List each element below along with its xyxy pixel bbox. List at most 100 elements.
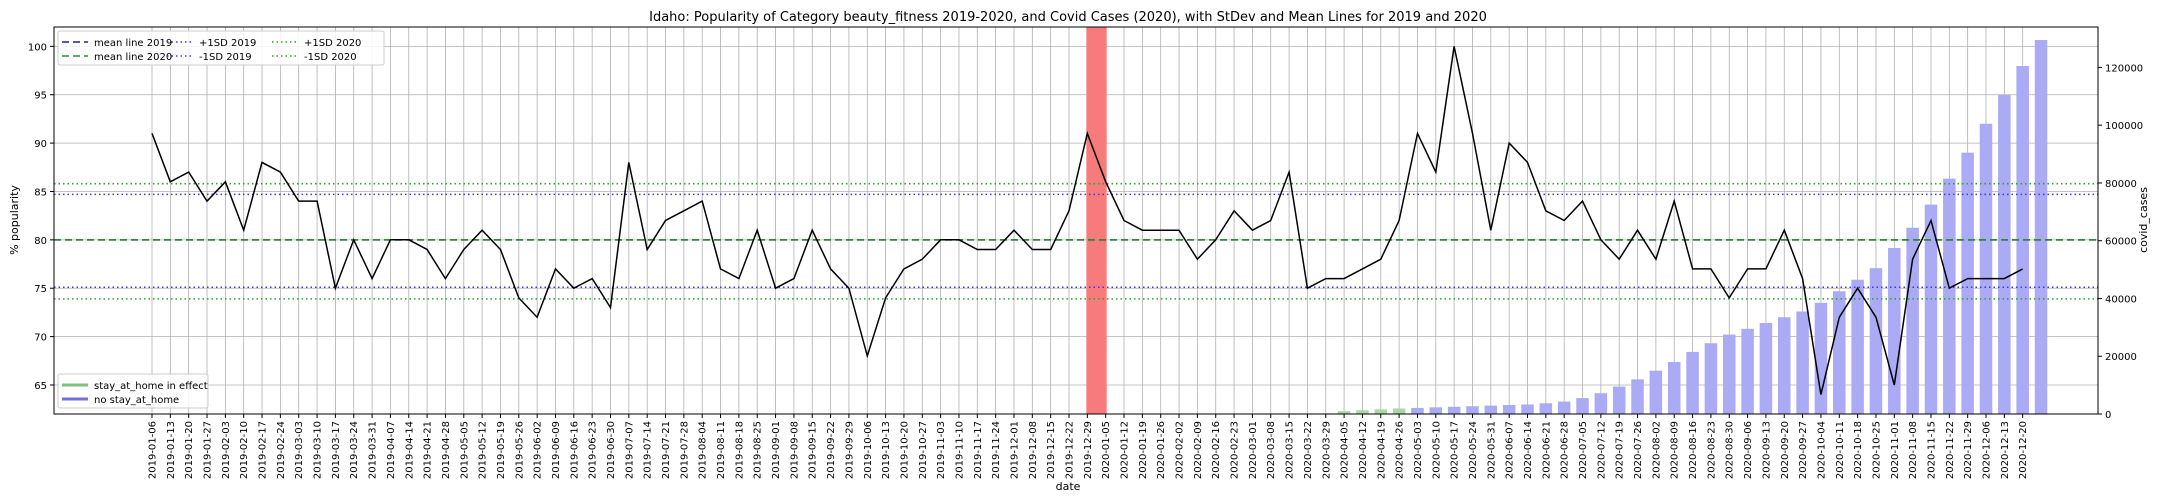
covid-bar [1356,410,1369,414]
covid-bar [1374,409,1388,414]
legend-lines: mean line 2019 mean line 2020 +1SD 2019 -1S… [57,30,385,66]
x-tick-label: 2020-08-02 [1651,421,1662,479]
x-tick-label: 2020-09-27 [1798,421,1809,479]
left-tick-label: 95 [34,91,47,102]
x-tick-label: 2019-09-15 [808,421,819,479]
x-tick-label: 2019-07-07 [624,421,635,479]
covid-bar [1759,323,1773,414]
covid-bar [1539,403,1553,414]
x-tick-label: 2019-02-10 [239,421,250,479]
x-tick-label: 2019-11-03 [936,421,947,479]
x-tick-label: 2019-01-27 [203,421,214,479]
x-tick-label: 2020-09-13 [1761,421,1772,479]
x-tick-label: 2020-04-05 [1340,421,1351,479]
x-tick-label: 2020-07-26 [1633,421,1644,479]
x-tick-label: 2019-06-02 [533,421,544,479]
covid-bar [1484,405,1498,414]
x-tick-label: 2020-01-12 [1120,421,1131,479]
covid-bar [1667,362,1681,414]
y-right-axis-label: covid_cases [2137,187,2150,253]
x-tick-label: 2019-11-10 [955,421,966,479]
x-tick-label: 2020-10-25 [1872,421,1883,479]
x-tick-label: 2019-09-01 [771,421,782,479]
x-tick-label: 2020-01-05 [1101,421,1112,479]
x-tick-label: 2019-10-20 [899,421,910,479]
covid-bar [1612,386,1626,414]
x-tick-label: 2020-03-08 [1266,421,1277,479]
highlight-band [1086,27,1107,414]
x-tick-label: 2019-11-17 [973,421,984,479]
covid-bar [2034,39,2048,414]
x-tick-label: 2019-10-27 [918,421,929,479]
covid-bar [1466,406,1479,414]
x-tick-label: 2020-05-03 [1413,421,1424,479]
x-tick-label: 2019-08-11 [716,421,727,479]
popularity-line-layer [151,46,2024,395]
x-tick-label: 2019-09-08 [789,421,800,479]
covid-bar [1337,411,1351,414]
x-tick-label: 2020-06-14 [1523,421,1534,479]
covid-bar [1649,370,1663,414]
x-tick-label: 2020-11-01 [1890,421,1901,479]
legend-box [57,373,209,409]
x-tick-label: 2020-07-19 [1615,421,1626,479]
right-axis: 0 20000 40000 60000 80000 100000 120000 [2098,63,2143,421]
covid-bars [1319,39,2048,415]
x-tick-label: 2020-04-19 [1376,421,1387,479]
x-tick-label: 2020-12-06 [1982,421,1993,479]
x-tick-label: 2020-10-04 [1816,421,1827,479]
covid-bar [1392,408,1406,414]
x-tick-label: 2019-03-03 [294,421,305,479]
x-tick-label: 2020-03-22 [1303,421,1314,479]
grid-layer [54,27,2098,414]
covid-bar [1979,123,1993,414]
covid-bar [1796,311,1809,414]
x-tick-label: 2020-04-12 [1358,421,1369,479]
left-tick-label: 90 [34,139,47,150]
legend-line-label: +1SD 2020 [304,38,361,49]
x-tick-label: 2019-05-12 [478,421,489,479]
x-tick-label: 2019-04-14 [404,421,415,479]
x-tick-label: 2020-11-15 [1927,421,1938,479]
covid-bar [1924,204,1938,414]
x-tick-label: 2019-08-04 [698,421,709,479]
right-tick-label: 120000 [2105,63,2143,74]
x-tick-label: 2020-02-09 [1193,421,1204,479]
covid-bar [1998,94,2011,415]
left-axis: 65 70 75 80 85 90 95 100 [28,42,54,392]
x-tick-label: 2019-10-13 [881,421,892,479]
x-tick-label: 2020-06-21 [1541,421,1552,479]
x-tick-label: 2019-03-24 [349,421,360,479]
x-tick-label: 2020-12-20 [2018,421,2029,479]
covid-bar [1778,317,1791,414]
x-tick-label: 2020-01-19 [1138,421,1149,479]
x-tick-label: 2019-07-21 [661,421,672,479]
x-tick-label: 2019-09-29 [844,421,855,479]
legend-line-label: +1SD 2019 [199,38,256,49]
reference-lines [54,182,2098,300]
right-tick-label: 100000 [2105,121,2143,132]
legend-line-label: -1SD 2019 [199,52,252,63]
left-tick-label: 75 [34,284,47,295]
x-tick-label: 2019-11-24 [991,421,1002,479]
x-tick-label: 2020-05-17 [1450,421,1461,479]
x-tick-label: 2019-09-22 [826,421,837,479]
left-tick-label: 65 [34,381,47,392]
highlight-band-layer [1086,27,1107,414]
x-tick-label: 2020-08-23 [1706,421,1717,479]
covid-bar [1741,328,1754,414]
right-tick-label: 0 [2105,410,2111,421]
left-tick-label: 70 [34,333,47,344]
x-axis-label: date [1056,480,1081,493]
covid-bar [1851,279,1864,414]
x-tick-label: 2020-03-01 [1248,421,1259,479]
x-tick-label: 2019-04-28 [441,421,452,479]
x-tick-label: 2020-09-06 [1743,421,1754,479]
x-tick-label: 2019-07-14 [643,421,654,479]
x-tick-label: 2019-02-17 [258,421,269,479]
x-tick-label: 2020-08-09 [1670,421,1681,479]
x-tick-label: 2019-01-20 [184,421,195,479]
covid-bar [1594,393,1608,414]
x-tick-label: 2020-11-08 [1908,421,1919,479]
x-tick-label: 2020-08-16 [1688,421,1699,479]
